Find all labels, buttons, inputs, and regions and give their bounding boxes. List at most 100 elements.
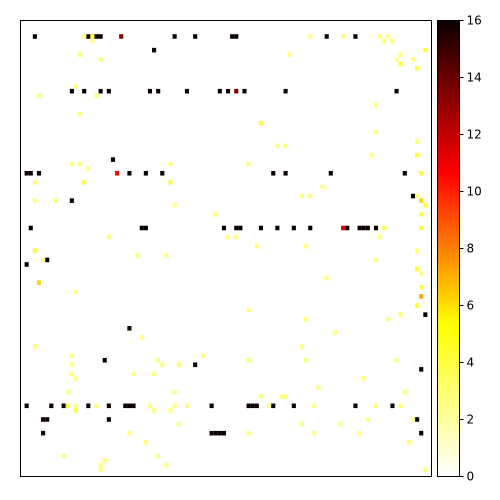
heatmap-cell: [135, 253, 140, 258]
heatmap-cell: [213, 430, 218, 436]
heatmap-cell: [357, 430, 362, 436]
heatmap-cell: [168, 161, 173, 167]
heatmap-cell: [168, 408, 173, 413]
heatmap-cell: [152, 47, 157, 53]
heatmap-cell: [152, 408, 157, 413]
heatmap-cell: [258, 394, 263, 399]
heatmap-cell: [184, 403, 190, 409]
heatmap-cell: [98, 462, 103, 468]
heatmap-cell: [254, 403, 259, 409]
heatmap-cell: [234, 88, 239, 94]
heatmap-cell: [254, 243, 259, 249]
heatmap-cell: [398, 312, 403, 317]
heatmap-cell: [73, 376, 79, 381]
heatmap-cell: [394, 88, 399, 94]
heatmap-cell: [90, 38, 95, 44]
heatmap-cell: [357, 225, 362, 231]
heatmap-cell: [172, 202, 177, 208]
heatmap-cell: [156, 453, 161, 459]
heatmap-cell: [193, 34, 198, 39]
heatmap-cell: [106, 403, 111, 409]
heatmap-cell: [406, 440, 411, 445]
heatmap-cell: [86, 34, 91, 39]
heatmap-cell: [147, 403, 153, 409]
heatmap-cell: [373, 403, 379, 409]
heatmap-cell: [419, 284, 424, 290]
heatmap-cell: [291, 403, 296, 409]
heatmap-cell: [378, 34, 383, 39]
heatmap-cell: [419, 225, 424, 231]
heatmap-cell: [275, 225, 280, 231]
heatmap-cell: [24, 262, 29, 267]
colorbar-tick-label: 2: [467, 413, 475, 427]
colorbar-tick-label: 14: [467, 71, 482, 85]
heatmap-cell: [69, 161, 74, 167]
heatmap-cell: [147, 88, 153, 94]
heatmap-cell: [312, 430, 317, 436]
heatmap-cell: [160, 170, 165, 176]
heatmap-cell: [230, 34, 235, 39]
heatmap-cell: [390, 38, 395, 44]
heatmap-cell: [283, 170, 288, 176]
heatmap-cell: [172, 403, 177, 409]
heatmap-cell: [94, 403, 99, 409]
heatmap-cell: [28, 225, 33, 231]
heatmap-cell: [98, 467, 103, 472]
heatmap-cell: [410, 193, 416, 199]
heatmap-cell: [373, 129, 379, 135]
heatmap-cell: [304, 357, 309, 363]
heatmap-cell: [221, 430, 226, 436]
heatmap-cell: [65, 389, 70, 395]
heatmap-cell: [419, 212, 424, 217]
heatmap-cell: [78, 52, 83, 57]
heatmap-cell: [283, 88, 288, 94]
heatmap-cell: [308, 225, 313, 231]
heatmap-cell: [164, 462, 169, 468]
colorbar-tick-label: 10: [467, 185, 482, 199]
heatmap-cell: [415, 266, 420, 272]
heatmap-cell: [82, 88, 87, 94]
heatmap-cell: [41, 417, 46, 422]
heatmap-cell: [172, 389, 177, 395]
heatmap-cell: [353, 34, 358, 39]
heatmap-cell: [36, 170, 42, 176]
heatmap-cell: [143, 225, 148, 231]
heatmap-cell: [415, 248, 420, 254]
heatmap-cell: [69, 88, 74, 94]
colorbar-tick-label: 6: [467, 299, 475, 313]
colorbar-tick-label: 4: [467, 356, 475, 370]
heatmap-cell: [271, 403, 276, 409]
colorbar-tick-label: 12: [467, 128, 482, 142]
heatmap-cell: [176, 421, 181, 427]
heatmap-cell: [106, 417, 111, 422]
heatmap-cell: [115, 170, 120, 176]
heatmap-cell: [304, 243, 309, 249]
heatmap-cell: [353, 403, 358, 409]
heatmap-cell: [94, 93, 99, 99]
heatmap-cell: [32, 344, 37, 349]
heatmap-cell: [402, 389, 407, 395]
heatmap-cell: [386, 34, 391, 39]
heatmap-cell: [382, 225, 387, 231]
heatmap-cell: [415, 139, 420, 144]
heatmap-cell: [127, 403, 132, 409]
heatmap-cell: [213, 212, 218, 217]
heatmap-cell: [242, 88, 247, 94]
heatmap-cell: [69, 353, 74, 358]
heatmap-cell: [131, 403, 136, 409]
heatmap-cell: [110, 157, 116, 162]
heatmap-cell: [32, 198, 37, 203]
heatmap-cell: [423, 467, 428, 472]
heatmap-cell: [164, 253, 169, 258]
heatmap-cell: [332, 330, 337, 336]
heatmap-cell: [394, 357, 399, 363]
heatmap-cell: [328, 170, 333, 176]
heatmap-cell: [258, 225, 263, 231]
heatmap-cell: [246, 403, 251, 409]
heatmap-cell: [73, 84, 79, 89]
heatmap-cell: [73, 408, 79, 413]
heatmap-cell: [365, 225, 370, 231]
heatmap-cell: [423, 312, 428, 317]
heatmap-cell: [152, 371, 157, 377]
heatmap-cell: [415, 193, 420, 199]
